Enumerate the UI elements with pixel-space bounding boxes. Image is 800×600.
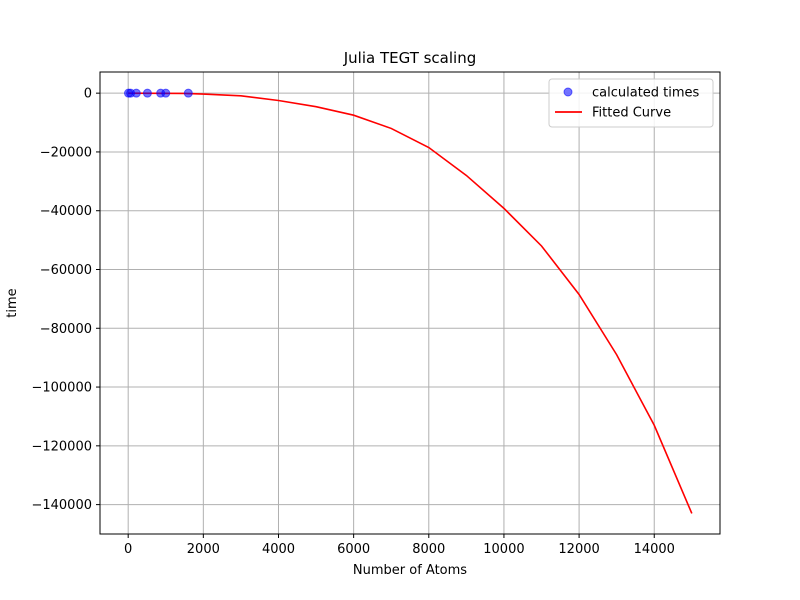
- legend: calculated times Fitted Curve: [548, 78, 714, 128]
- y-tick-label: −20000: [40, 145, 92, 160]
- legend-scatter-marker: [563, 87, 573, 97]
- chart-title: Julia TEGT scaling: [343, 49, 477, 67]
- x-tick-label: 14000: [634, 542, 675, 557]
- x-axis-ticks: 0 2000 4000 6000 8000 10000 12000 14000: [124, 534, 675, 557]
- plot-series: [123, 88, 693, 514]
- y-tick-label: −60000: [40, 263, 92, 278]
- plot-area-frame: [99, 71, 721, 535]
- x-tick-label: 8000: [412, 542, 445, 557]
- x-tick-label: 0: [124, 542, 132, 557]
- x-tick-label: 2000: [187, 542, 220, 557]
- y-tick-label: −100000: [31, 381, 92, 396]
- scatter-point: [161, 88, 171, 98]
- grid-lines: [100, 72, 720, 534]
- y-tick-label: −40000: [40, 204, 92, 219]
- scatter-point: [142, 88, 152, 98]
- y-tick-label: 0: [84, 87, 92, 102]
- x-tick-label: 12000: [558, 542, 599, 557]
- legend-entry-label: Fitted Curve: [592, 106, 671, 121]
- legend-entry-label: calculated times: [592, 86, 700, 101]
- x-axis-label: Number of Atoms: [353, 563, 467, 578]
- y-axis-label: time: [5, 288, 20, 317]
- y-tick-label: −80000: [40, 322, 92, 337]
- scatter-point: [183, 88, 193, 98]
- y-tick-label: −120000: [31, 439, 92, 454]
- y-tick-label: −140000: [31, 498, 92, 513]
- x-tick-label: 4000: [262, 542, 295, 557]
- x-tick-label: 6000: [337, 542, 370, 557]
- y-axis-ticks: 0 −20000 −40000 −60000 −80000 −100000 −120000 −…: [31, 87, 100, 513]
- fitted-curve-line: [128, 92, 693, 514]
- scatter-point: [131, 88, 141, 98]
- legend-box: [548, 78, 714, 128]
- x-tick-label: 10000: [483, 542, 524, 557]
